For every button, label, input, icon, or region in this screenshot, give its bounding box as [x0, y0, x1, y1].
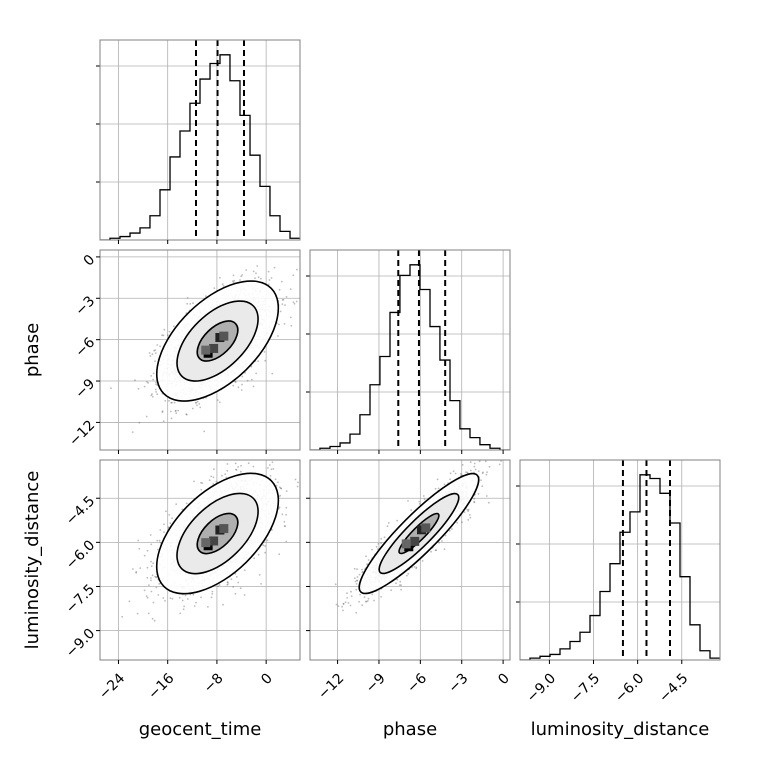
y-tick-label: −3 — [72, 293, 98, 319]
panel-plot-area — [310, 250, 510, 450]
panel-geocent_time-phase: −12 −9 −6 −3 0 — [66, 249, 301, 454]
panel-phase-luminosity_distance: −12 −9 −6 −3 0 — [306, 459, 513, 703]
x-axis-label-luminosity_distance: luminosity_distance — [531, 719, 710, 740]
y-tick-label: −7.5 — [63, 581, 98, 616]
x-tick-label: −4.5 — [656, 670, 691, 705]
x-tick-label: −6 — [404, 670, 430, 696]
x-tick-label: −3 — [446, 670, 472, 696]
y-tick-label: −6 — [72, 335, 98, 361]
x-tick-label: −9.0 — [524, 670, 559, 705]
panel-plot-area — [100, 460, 300, 660]
density-cell — [209, 536, 219, 546]
panel-plot-area — [520, 460, 720, 660]
panel-geocent_time-geocent_time — [96, 39, 301, 244]
y-tick-label: −6.0 — [63, 537, 98, 572]
x-tick-label: −8 — [201, 670, 227, 696]
panel-frame — [519, 459, 721, 661]
x-axis-label-geocent_time: geocent_time — [139, 719, 262, 740]
panel-plot-area — [100, 40, 300, 240]
density-cell — [201, 345, 211, 355]
histogram-step-luminosity_distance — [520, 474, 720, 660]
density-core — [401, 523, 431, 552]
density-cell — [219, 524, 229, 534]
panel-frame — [99, 459, 301, 661]
density-cell — [209, 343, 219, 353]
x-tick-label: 0 — [495, 670, 513, 688]
panel-frame — [309, 249, 511, 451]
x-tick-label: −9 — [363, 670, 389, 696]
histogram-step-phase — [310, 264, 510, 450]
x-tick-label: −12 — [315, 670, 347, 702]
density-core — [201, 524, 229, 551]
histogram-step-geocent_time — [100, 54, 300, 240]
density-core — [201, 331, 229, 358]
panel-luminosity_distance-luminosity_distance: −9.0 −7.5 −6.0 −4.5 — [516, 459, 721, 706]
x-tick-label: −24 — [96, 670, 128, 702]
panel-phase-phase — [306, 249, 511, 454]
density-cell — [401, 539, 411, 549]
y-tick-label: 0 — [81, 252, 99, 270]
x-tick-label: −6.0 — [612, 670, 647, 705]
density-cell — [421, 523, 431, 533]
y-tick-label: −9 — [72, 376, 98, 402]
x-tick-label: −16 — [145, 670, 177, 702]
y-tick-label: −12 — [66, 417, 98, 449]
panel-frame — [99, 39, 301, 241]
y-tick-label: −4.5 — [63, 493, 98, 528]
panel-geocent_time-luminosity_distance: −24 −16 −8 0 −9.0 −7.5 −6.0 −4.5 — [63, 459, 301, 703]
x-tick-label: 0 — [258, 670, 276, 688]
y-tick-label: −9.0 — [63, 626, 98, 661]
panel-plot-area — [310, 460, 510, 660]
panel-plot-area — [100, 250, 300, 450]
density-cell — [201, 538, 211, 548]
density-cell — [410, 536, 420, 546]
panel-frame — [309, 459, 511, 661]
y-axis-label-phase: phase — [22, 323, 43, 377]
panel-frame — [99, 249, 301, 451]
x-tick-label: −7.5 — [568, 670, 603, 705]
y-axis-label-luminosity_distance: luminosity_distance — [22, 471, 43, 650]
x-axis-label-phase: phase — [383, 719, 437, 740]
density-cell — [219, 331, 229, 341]
